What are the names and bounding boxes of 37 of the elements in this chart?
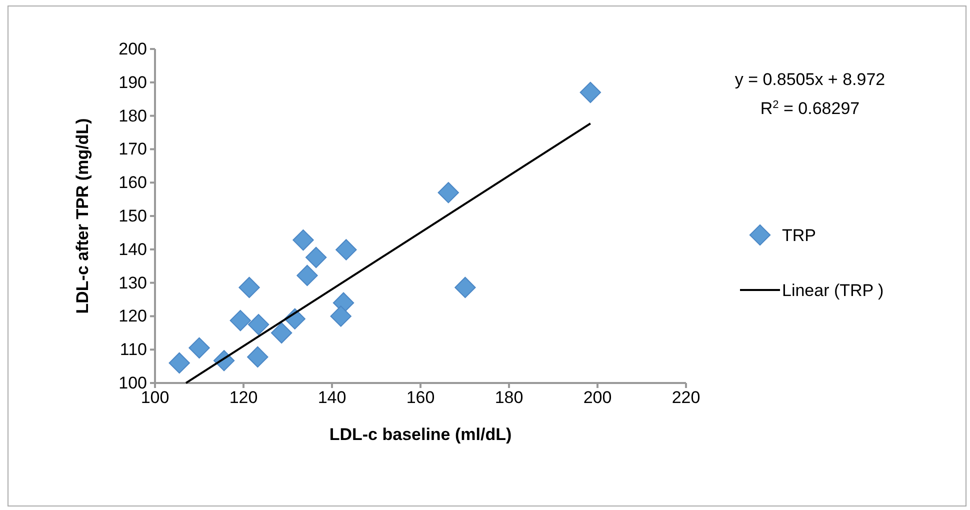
x-tick-label: 220 [672, 388, 700, 408]
x-tick-label: 180 [494, 388, 524, 408]
legend-label: Linear (TRP ) [782, 281, 884, 300]
text: R$^{2}$ = 0.68297 [760, 99, 860, 118]
point [292, 229, 314, 251]
point [270, 322, 292, 344]
point [305, 246, 327, 268]
point [580, 82, 602, 104]
y-tick-label: 170 [118, 140, 147, 159]
point [330, 306, 352, 327]
legend-label: TRP [782, 226, 816, 245]
y-axis-title: LDL-c after TPR (mg/dL) [73, 118, 92, 314]
y-tick-label: 180 [118, 106, 147, 126]
y-tick-label: 140 [118, 240, 147, 259]
y-tick-label: 200 [118, 39, 147, 58]
point [188, 337, 210, 359]
x-tick-label: 200 [583, 388, 612, 408]
point [296, 264, 318, 286]
x-tick-label: 120 [229, 388, 258, 408]
point [230, 310, 251, 332]
y-tick-label: 120 [118, 306, 147, 326]
point [247, 346, 268, 368]
y-tick-label: 160 [118, 173, 147, 192]
x-tick-label: 160 [406, 388, 435, 408]
point [438, 182, 459, 204]
point [454, 276, 476, 298]
point [168, 352, 190, 374]
point [238, 276, 260, 298]
point [248, 314, 270, 336]
text: y = 0.8505x + 8.972 [734, 70, 886, 89]
x-axis-title: LDL-c baseline (ml/dL) [329, 425, 512, 444]
y-tick-label: 150 [118, 206, 147, 226]
y-tick-label: 130 [118, 273, 147, 292]
y-tick-label: 110 [120, 340, 147, 360]
x-tick-label: 140 [318, 388, 346, 408]
point [336, 239, 357, 260]
y-tick-label: 190 [118, 72, 147, 92]
